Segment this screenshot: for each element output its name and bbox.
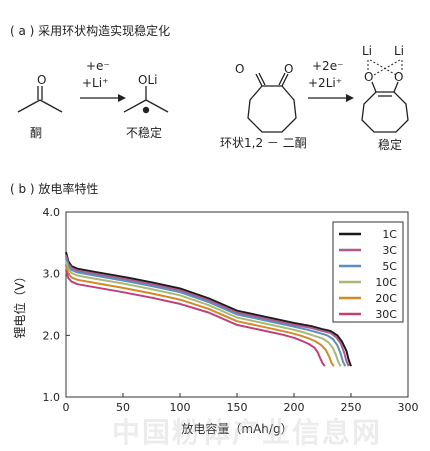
- y-tick-label: 2.0: [43, 329, 61, 342]
- legend-label: 3C: [382, 244, 397, 257]
- diketone-oxygen-left: O: [235, 62, 245, 76]
- series-line-30c: [65, 270, 326, 367]
- section-b-label: ( b ) 放电率特性: [10, 182, 99, 196]
- x-tick-label: 100: [170, 401, 191, 414]
- y-tick-label: 4.0: [43, 206, 61, 219]
- x-tick-label: 50: [116, 401, 130, 414]
- x-tick-label: 200: [284, 401, 305, 414]
- series-line-20c: [65, 266, 335, 367]
- x-axis-label: 放电容量（mAh/g）: [181, 421, 292, 436]
- watermark: 中国粉体产业信息网: [112, 416, 383, 449]
- legend-label: 20C: [375, 292, 397, 305]
- x-tick-label: 250: [341, 401, 362, 414]
- product-oxygen-left: O: [364, 70, 374, 84]
- reaction-arrow-2-icon: [308, 94, 354, 102]
- unstable-label: 不稳定: [126, 126, 163, 140]
- arrow1-top-condition: +e⁻: [86, 59, 110, 73]
- section-a-label: ( a ) 采用环状构造实现稳定化: [10, 24, 171, 38]
- arrow2-top-condition: +2e⁻: [312, 59, 344, 73]
- arrow2-bottom-condition: +2Li⁺: [308, 76, 343, 90]
- legend-label: 5C: [382, 260, 397, 273]
- x-tick-label: 150: [227, 401, 248, 414]
- series-line-10c: [65, 261, 342, 367]
- y-tick-label: 3.0: [43, 268, 61, 281]
- radical-structure: [123, 86, 169, 114]
- series-line-3c: [65, 254, 350, 367]
- cyclic-diketone-label: 环状1,2 － 二酮: [220, 136, 307, 150]
- series-line-1c: [65, 251, 352, 367]
- ketone-label: 酮: [30, 126, 43, 140]
- radical-oli: OLi: [138, 73, 158, 87]
- stabilized-product-structure: [361, 59, 409, 133]
- diketone-oxygen-right: O: [284, 62, 294, 76]
- series-line-5c: [65, 258, 347, 367]
- reaction-arrow-1-icon: [80, 94, 126, 102]
- ketone-structure: [17, 86, 63, 113]
- li-atom-right: Li: [394, 44, 405, 58]
- cyclic-diketone-structure: [247, 72, 297, 133]
- li-atom-left: Li: [362, 44, 373, 58]
- product-oxygen-right: O: [394, 70, 404, 84]
- y-tick-label: 1.0: [43, 391, 61, 404]
- legend-box: [332, 221, 404, 323]
- legend-label: 1C: [382, 228, 397, 241]
- x-tick-label: 0: [63, 401, 70, 414]
- legend-label: 10C: [375, 276, 397, 289]
- arrow1-bottom-condition: +Li⁺: [82, 76, 109, 90]
- stable-label: 稳定: [378, 138, 403, 152]
- discharge-chart: 0 50 100 150 200 250 300 1.0 2.0 3.0 4.0 放电容量（mAh/g…: [12, 206, 419, 436]
- ketone-oxygen: O: [37, 73, 47, 87]
- legend-label: 30C: [375, 308, 397, 321]
- x-tick-label: 300: [398, 401, 419, 414]
- y-axis-label: 锂电位（V）: [12, 270, 27, 338]
